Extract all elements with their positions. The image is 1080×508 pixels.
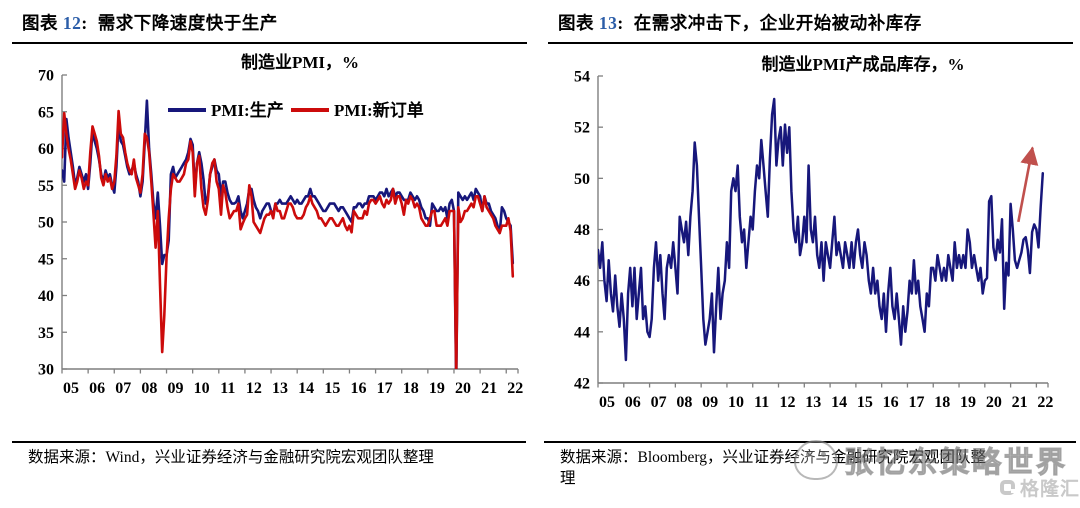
x-tick-label: 21 — [1012, 394, 1028, 411]
figure-number: 12 — [62, 13, 82, 33]
legend-label-0: PMI:生产 — [211, 100, 284, 120]
y-tick-label: 50 — [38, 215, 54, 232]
x-tick-label: 09 — [702, 394, 718, 411]
pmi-inventory-chart: 42 44 46 48 50 52 54 05 06 07 08 09 10 11 12 13 14 15 16 17… — [574, 54, 1053, 411]
y-tick-label: 50 — [574, 171, 590, 188]
x-tick-label: 10 — [194, 380, 210, 397]
y-tick-label: 44 — [574, 324, 590, 341]
y-tick-label: 46 — [574, 273, 590, 290]
y-tick-label: 40 — [38, 288, 54, 305]
chart-title: 制造业PMI产成品库存，% — [761, 54, 964, 74]
figure-13-panel: 图表 13: 在需求冲击下，企业开始被动补库存 42 44 46 48 50 52 54 05 0… — [540, 0, 1080, 508]
x-tick-label: 15 — [857, 394, 873, 411]
legend-label-1: PMI:新订单 — [334, 100, 424, 120]
pmi-production-neworders-chart: 30 35 40 45 50 55 60 65 70 05 06 07 08 09 10 11 12 13 14 15… — [38, 52, 523, 397]
x-tick-label: 22 — [507, 380, 523, 397]
x-tick-label: 20 — [455, 380, 471, 397]
y-tick-label: 52 — [574, 120, 590, 137]
x-tick-label: 21 — [481, 380, 497, 397]
figure-colon: : — [81, 13, 88, 33]
figure-12-header: 图表 12: 需求下降速度快于生产 — [12, 7, 527, 44]
y-tick-label: 54 — [574, 69, 590, 86]
x-tick-label: 10 — [728, 394, 744, 411]
y-tick-label: 48 — [574, 222, 590, 239]
x-tick-label: 06 — [89, 380, 105, 397]
x-tick-label: 05 — [599, 394, 615, 411]
x-tick-label: 19 — [960, 394, 976, 411]
gelonghui-logo-text: 格隆汇 — [1020, 478, 1080, 500]
gelonghui-g-icon — [1000, 479, 1016, 495]
x-tick-label: 06 — [625, 394, 641, 411]
figure-12-panel: 图表 12: 需求下降速度快于生产 30 35 40 45 50 55 60 65 70 05 06 0… — [12, 7, 527, 469]
y-tick-label: 42 — [574, 376, 590, 393]
figure-13-header: 图表 13: 在需求冲击下，企业开始被动补库存 — [548, 7, 1073, 44]
x-tick-label: 11 — [220, 380, 235, 397]
figure-title: 在需求冲击下，企业开始被动补库存 — [633, 13, 922, 33]
series-line-0 — [598, 97, 1045, 362]
x-tick-label: 07 — [651, 394, 667, 411]
x-tick-label: 09 — [168, 380, 184, 397]
x-tick-label: 05 — [63, 380, 79, 397]
x-tick-label: 22 — [1037, 394, 1053, 411]
trend-arrow — [1017, 146, 1039, 223]
x-tick-label: 18 — [403, 380, 419, 397]
source-line: 数据来源：Bloomberg，兴业证券经济与金融研究院宏观团队整 — [560, 449, 986, 466]
figure-label: 图表 — [558, 13, 594, 33]
figure-colon: : — [617, 13, 624, 33]
gelonghui-logo: 格隆汇 — [1000, 472, 1080, 502]
figure-12-source: 数据来源：Wind，兴业证券经济与金融研究院宏观团队整理 — [12, 441, 526, 469]
y-tick-label: 35 — [38, 325, 54, 342]
x-tick-label: 17 — [908, 394, 924, 411]
x-tick-label: 17 — [377, 380, 393, 397]
y-tick-label: 55 — [38, 178, 54, 195]
x-tick-label: 20 — [986, 394, 1002, 411]
y-tick-label: 70 — [38, 68, 54, 85]
figure-label: 图表 — [22, 13, 58, 33]
x-tick-label: 13 — [272, 380, 288, 397]
y-tick-label: 65 — [38, 104, 54, 121]
figure-13-source: 数据来源：Bloomberg，兴业证券经济与金融研究院宏观团队整 理 — [544, 441, 1076, 490]
x-tick-label: 08 — [676, 394, 692, 411]
y-tick-label: 45 — [38, 251, 54, 268]
y-tick-label: 30 — [38, 362, 54, 379]
x-tick-label: 16 — [350, 380, 366, 397]
x-tick-label: 18 — [934, 394, 950, 411]
figure-title: 需求下降速度快于生产 — [97, 13, 278, 33]
y-tick-label: 60 — [38, 141, 54, 158]
source-line: 理 — [560, 469, 576, 487]
x-tick-label: 12 — [780, 394, 796, 411]
x-tick-label: 15 — [324, 380, 340, 397]
x-tick-label: 12 — [246, 380, 262, 397]
series-line-0 — [62, 99, 515, 369]
x-tick-label: 16 — [883, 394, 899, 411]
x-tick-label: 19 — [429, 380, 445, 397]
x-tick-label: 14 — [831, 394, 847, 411]
x-tick-label: 11 — [754, 394, 769, 411]
x-tick-label: 13 — [805, 394, 821, 411]
source-line: 数据来源：Wind，兴业证券经济与金融研究院宏观团队整理 — [28, 449, 434, 466]
figure-number: 13 — [598, 13, 618, 33]
x-tick-label: 08 — [141, 380, 157, 397]
x-tick-label: 07 — [115, 380, 131, 397]
chart-title: 制造业PMI，% — [241, 52, 359, 72]
series-line-1 — [62, 109, 515, 369]
x-tick-label: 14 — [298, 380, 314, 397]
